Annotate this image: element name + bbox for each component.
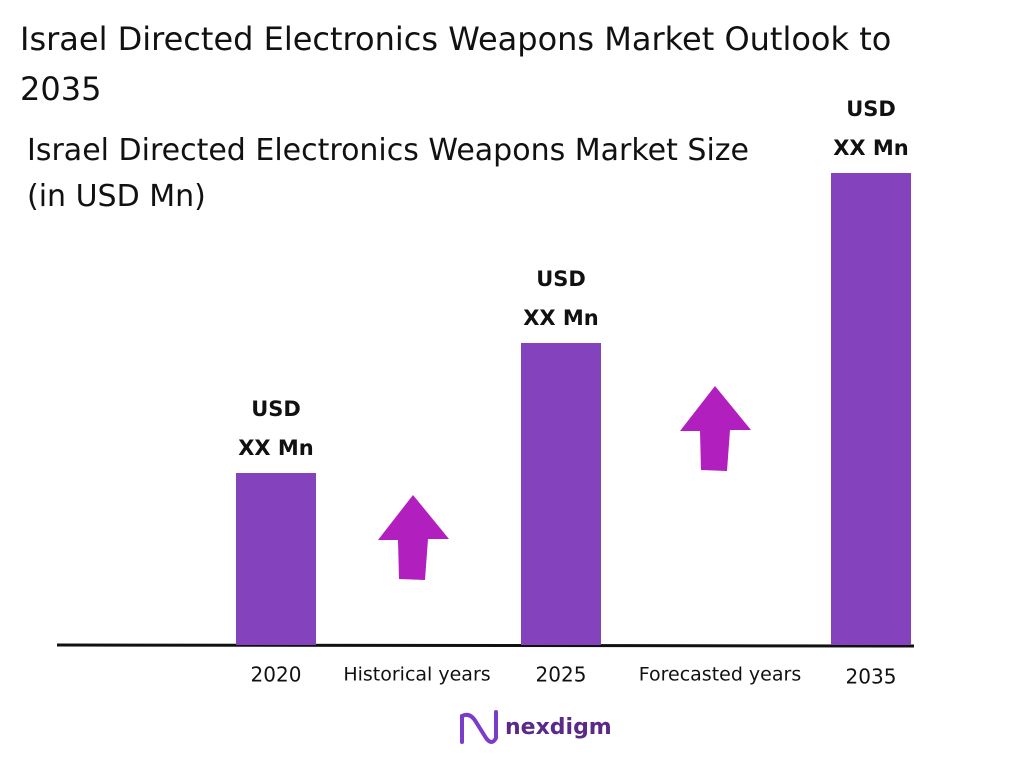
period-label: Historical years (343, 664, 490, 686)
growth-arrow (680, 386, 751, 471)
brand-logo: nexdigm (460, 710, 612, 744)
logo-icon (460, 710, 498, 744)
growth-arrow (378, 495, 449, 580)
value-label: XX Mn (523, 306, 599, 330)
x-tick-label: 2020 (251, 663, 302, 687)
value-label: XX Mn (238, 436, 314, 460)
x-tick-label: 2035 (846, 665, 897, 689)
period-label: Forecasted years (639, 664, 801, 686)
value-label: XX Mn (833, 136, 909, 160)
chart-subtitle: Israel Directed Electronics Weapons Mark… (27, 133, 749, 214)
x-tick-label: 2025 (536, 663, 587, 687)
bar (236, 473, 316, 645)
baseline (56, 643, 915, 648)
bar (831, 173, 911, 645)
value-label: USD (251, 397, 301, 421)
value-label: USD (846, 97, 896, 121)
brand-name: nexdigm (505, 715, 612, 740)
chart-title: Israel Directed Electronics Weapons Mark… (20, 20, 892, 108)
bar (521, 343, 601, 645)
value-label: USD (536, 267, 586, 291)
